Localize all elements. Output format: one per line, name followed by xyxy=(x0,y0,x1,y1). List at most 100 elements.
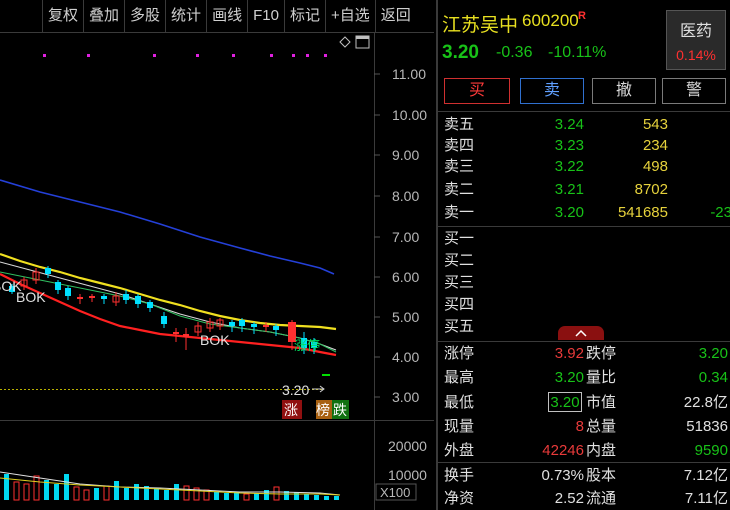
stat-value: 22.8亿 xyxy=(683,394,728,411)
toolbar-mark-button[interactable]: 标记 xyxy=(283,0,325,32)
bid-label: 买五 xyxy=(444,318,475,335)
ask-price: 3.23 xyxy=(554,137,584,154)
ask-price: 3.20 xyxy=(554,204,584,221)
stats-row: 换手 0.73% 股本 7.12亿 xyxy=(438,465,730,486)
volume-bars xyxy=(4,474,339,501)
stats-row: 涨停 3.92 跌停 3.20 xyxy=(438,343,730,364)
bid-row-4: 买四 xyxy=(438,294,730,315)
toolbar-back-button[interactable]: 返回 xyxy=(374,0,416,32)
ma-blue-line xyxy=(0,179,335,275)
chart-toolbar: 复权 叠加 多股 统计 画线 F10 标记 +自选 返回 xyxy=(0,0,434,32)
svg-text:涨: 涨 xyxy=(284,403,298,419)
sell-button[interactable]: 卖 xyxy=(520,78,584,104)
volume-unit-box xyxy=(375,483,417,501)
stat-label: 市值 xyxy=(586,394,617,411)
toolbar-overlay-button[interactable]: 叠加 xyxy=(83,0,124,32)
arrow-right-icon xyxy=(312,385,325,393)
sector-box[interactable]: 医药 0.14% xyxy=(666,10,726,70)
r-badge: R xyxy=(578,10,586,22)
last-price-label: 3.20 xyxy=(282,382,309,398)
volume-unit-label: X100 xyxy=(380,485,410,500)
stat-value: 0.34 xyxy=(698,369,728,386)
stat-value: 0.73% xyxy=(541,467,584,484)
stat-value: 9590 xyxy=(694,442,728,459)
price-tick-label: 4.00 xyxy=(392,349,419,365)
toolbar-multi-stock-button[interactable]: 多股 xyxy=(124,0,165,32)
stats-row: 最高 3.20 量比 0.34 xyxy=(438,367,730,388)
stats-row: 外盘 42246 内盘 9590 xyxy=(438,440,730,461)
ask-volume: 543 xyxy=(642,116,668,133)
zhang-badge: 涨 xyxy=(282,400,302,419)
volume-ma-line xyxy=(0,471,341,496)
ma-red-line xyxy=(0,273,337,357)
ask-volume: 541685 xyxy=(617,204,668,221)
svg-text:跌: 跌 xyxy=(333,403,347,419)
ask-label: 卖一 xyxy=(444,204,475,221)
divider xyxy=(438,341,730,342)
candlestick-chart[interactable]: 11.00 10.00 9.00 8.00 7.00 6.00 5.00 4.0… xyxy=(0,32,434,510)
buy-button[interactable]: 买 xyxy=(444,78,510,104)
bid-row-1: 买一 xyxy=(438,228,730,249)
bok-label: BOK xyxy=(0,278,22,294)
stat-label: 内盘 xyxy=(586,442,617,459)
stat-value: 3.20 xyxy=(698,345,728,362)
toolbar-spacer xyxy=(0,0,42,32)
stat-label: 量比 xyxy=(586,369,617,386)
ask-row-1: 卖一 3.20 541685 -23 xyxy=(438,202,730,223)
divider xyxy=(438,226,730,227)
bid-label: 买三 xyxy=(444,274,475,291)
stat-label: 最高 xyxy=(444,369,475,386)
toolbar-f10-button[interactable]: F10 xyxy=(247,0,284,32)
price-change-pct: -10.11% xyxy=(548,44,607,61)
stat-value: 42246 xyxy=(542,442,584,459)
ask-volume: 8702 xyxy=(634,181,668,198)
ask-price: 3.24 xyxy=(554,116,584,133)
toolbar-add-watchlist-button[interactable]: +自选 xyxy=(324,0,375,32)
toolbar-draw-line-button[interactable]: 画线 xyxy=(206,0,247,32)
divider xyxy=(438,111,730,112)
price-tick-label: 8.00 xyxy=(392,188,419,204)
toolbar-fuquan-button[interactable]: 复权 xyxy=(42,0,83,32)
die-badge: 跌 xyxy=(332,400,349,419)
stat-value: 51836 xyxy=(686,418,728,435)
price-tick-label: 9.00 xyxy=(392,147,419,163)
price-tick-label: 3.00 xyxy=(392,389,419,405)
chart-diamond-icon[interactable] xyxy=(339,36,351,48)
expand-orderbook-button[interactable] xyxy=(558,326,604,340)
stat-value: 8 xyxy=(575,418,584,435)
price-change: -0.36 xyxy=(496,44,533,61)
stat-value: 7.11亿 xyxy=(684,490,728,507)
chevron-up-icon xyxy=(575,329,587,337)
price-tick-label: 5.00 xyxy=(392,309,419,325)
price-tick-label: 11.00 xyxy=(392,66,426,82)
volume-ma-line xyxy=(0,477,341,496)
chart-maximize-icon[interactable] xyxy=(355,35,370,49)
ma-yellow-line xyxy=(0,252,337,331)
bid-label: 买二 xyxy=(444,252,475,269)
quote-panel: 江苏吴中 600200 R 3.20 -0.36 -10.11% 医药 0.14… xyxy=(436,0,730,510)
ask-label: 卖四 xyxy=(444,137,475,154)
price-axis xyxy=(374,73,380,398)
stat-label: 净资 xyxy=(444,490,475,507)
signal-dots xyxy=(43,54,327,57)
ma-green-line xyxy=(0,271,337,353)
ask-row-3: 卖三 3.22 498 xyxy=(438,156,730,177)
ask-volume: 234 xyxy=(642,137,668,154)
ask-label: 卖二 xyxy=(444,181,475,198)
stat-value: 3.92 xyxy=(554,345,584,362)
svg-text:榜: 榜 xyxy=(316,402,330,419)
price-tick-label: 10.00 xyxy=(392,107,427,123)
ask-price: 3.22 xyxy=(554,158,584,175)
current-price: 3.20 xyxy=(442,42,479,63)
volume-tick-label: 20000 xyxy=(388,438,427,454)
ma-white-line xyxy=(0,261,337,351)
limit-up-marker: 涨停 xyxy=(294,338,320,353)
stat-label: 跌停 xyxy=(586,345,617,362)
ask-label: 卖五 xyxy=(444,116,475,133)
ask-row-4: 卖四 3.23 234 xyxy=(438,135,730,156)
bid-label: 买一 xyxy=(444,230,475,247)
stat-label: 外盘 xyxy=(444,442,475,459)
cancel-order-button[interactable]: 撤 xyxy=(592,78,656,104)
alert-button[interactable]: 警 xyxy=(662,78,726,104)
toolbar-stats-button[interactable]: 统计 xyxy=(165,0,206,32)
